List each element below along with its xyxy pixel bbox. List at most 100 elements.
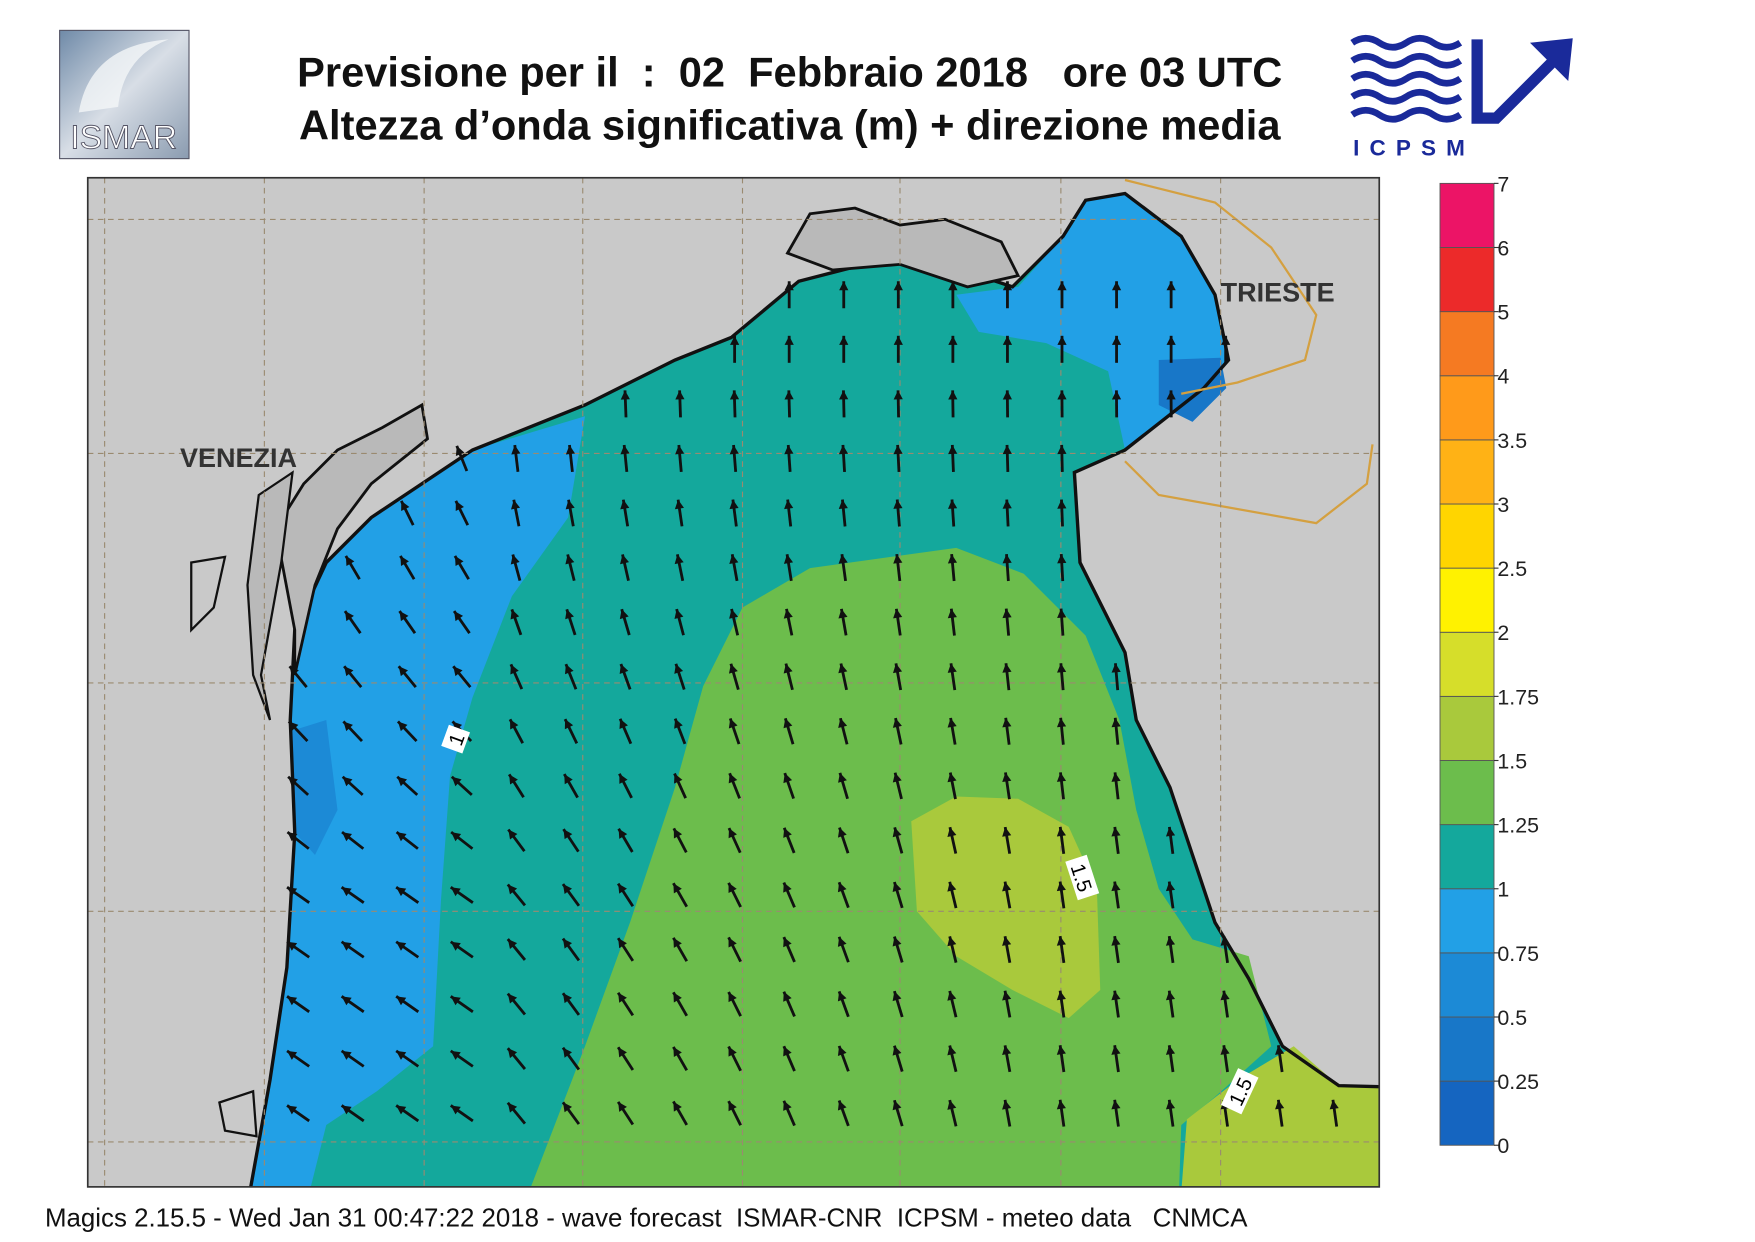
colorbar-band	[1439, 567, 1495, 633]
arrow-head	[838, 608, 848, 619]
arrow-head	[1002, 499, 1012, 509]
arrow-head	[783, 554, 794, 564]
colorbar-band	[1439, 503, 1495, 569]
arrow-head	[1220, 936, 1230, 946]
arrow-head	[1057, 499, 1067, 509]
logo-text: ICPSM	[1353, 135, 1475, 160]
arrow-head	[1002, 881, 1012, 892]
colorbar-label: 0.75	[1497, 942, 1539, 966]
arrow-head	[730, 335, 740, 345]
arrow-head	[396, 832, 407, 842]
colorbar-label: 3	[1497, 493, 1509, 517]
arrow-head	[289, 666, 299, 677]
footer: Magics 2.15.5 - Wed Jan 31 00:47:22 2018…	[45, 1204, 1248, 1232]
arrow-head	[673, 1046, 682, 1058]
arrow-head	[892, 827, 902, 838]
arrow-head	[1111, 1045, 1121, 1055]
arrow-head	[510, 609, 520, 620]
arrow-head	[507, 993, 518, 1004]
colorbar-band	[1439, 375, 1495, 441]
arrow-head	[1057, 444, 1067, 455]
place-label: TRIESTE	[1221, 278, 1335, 308]
arrow-head	[565, 609, 574, 620]
arrow-head	[674, 554, 684, 565]
place-label: VENEZIA	[180, 443, 297, 473]
arrow-head	[728, 937, 737, 948]
arrow-head	[1057, 663, 1067, 673]
arrow-head	[729, 444, 739, 455]
arrow-head	[675, 444, 685, 455]
arrow-head	[455, 500, 464, 512]
arrow-head	[892, 936, 902, 947]
arrow-head	[784, 444, 794, 455]
arrow-head	[345, 555, 355, 567]
arrow-head	[509, 774, 518, 785]
arrow-head	[287, 996, 298, 1006]
arrow-head	[341, 996, 352, 1006]
arrow-head	[947, 990, 957, 1001]
arrow-head	[1165, 826, 1176, 837]
arrow-head	[507, 1048, 518, 1059]
arrow-head	[1002, 281, 1013, 291]
arrow-head	[839, 335, 849, 345]
colorbar-label: 6	[1497, 236, 1509, 260]
colorbar-band	[1439, 439, 1495, 505]
colorbar-label: 1	[1497, 878, 1509, 902]
arrow-head	[947, 663, 957, 673]
arrow-head	[838, 718, 848, 729]
arrow-head	[396, 996, 407, 1006]
arrow-head	[1002, 444, 1012, 455]
arrow-head	[947, 554, 958, 564]
colorbar-label: 5	[1497, 301, 1509, 325]
arrow-head	[893, 335, 903, 345]
arrow-head	[398, 666, 408, 677]
arrow-head	[947, 717, 957, 728]
arrow-head	[619, 609, 629, 620]
arrow-head	[1165, 936, 1176, 946]
arrow-head	[1002, 663, 1012, 673]
arrow-head	[893, 444, 903, 455]
arrow-head	[618, 828, 628, 839]
colorbar-band	[1439, 695, 1495, 761]
arrow-head	[396, 1050, 407, 1060]
arrow-head	[618, 992, 627, 1003]
arrow-head	[562, 884, 573, 895]
arrow-head	[396, 887, 407, 897]
arrow-head	[837, 936, 847, 947]
logo-text: ISMAR	[70, 119, 177, 157]
arrow-head	[1111, 772, 1121, 782]
colorbar-label: 1.25	[1497, 814, 1539, 838]
arrow-head	[947, 1045, 957, 1056]
arrow-head	[1002, 717, 1012, 728]
arrow-head	[1002, 936, 1012, 946]
arrow-head	[341, 941, 352, 951]
arrow-head	[784, 335, 794, 345]
arrow-head	[729, 608, 739, 619]
arrow-head	[565, 664, 574, 675]
arrow-head	[401, 500, 410, 512]
arrow-head	[618, 1101, 627, 1112]
arrow-head	[1002, 554, 1012, 564]
arrow-head	[1329, 1099, 1339, 1110]
arrow-head	[620, 554, 629, 565]
arrow-head	[341, 887, 352, 897]
arrow-head	[674, 609, 684, 619]
arrow-head	[1111, 717, 1121, 728]
arrow-head	[892, 991, 902, 1002]
arrow-head	[1056, 936, 1066, 946]
arrow-head	[341, 1105, 352, 1115]
arrow-head	[399, 611, 409, 622]
title: Previsione per il : 02 Febbraio 2018 ore…	[297, 49, 1282, 96]
colorbar-label: 0	[1497, 1134, 1509, 1158]
arrow-head	[728, 1101, 737, 1112]
arrow-head	[342, 832, 352, 842]
arrow-head	[892, 718, 902, 728]
colorbar-label: 2.5	[1497, 557, 1527, 581]
arrow-head	[1002, 1045, 1012, 1056]
land-gray-north	[785, 206, 1021, 289]
arrow-head	[1111, 990, 1121, 1001]
arrow-head	[783, 773, 793, 784]
arrow-head	[1166, 390, 1176, 400]
map-frame: VENEZIA TRIESTE 1 1.5 1.5	[86, 176, 1381, 1188]
